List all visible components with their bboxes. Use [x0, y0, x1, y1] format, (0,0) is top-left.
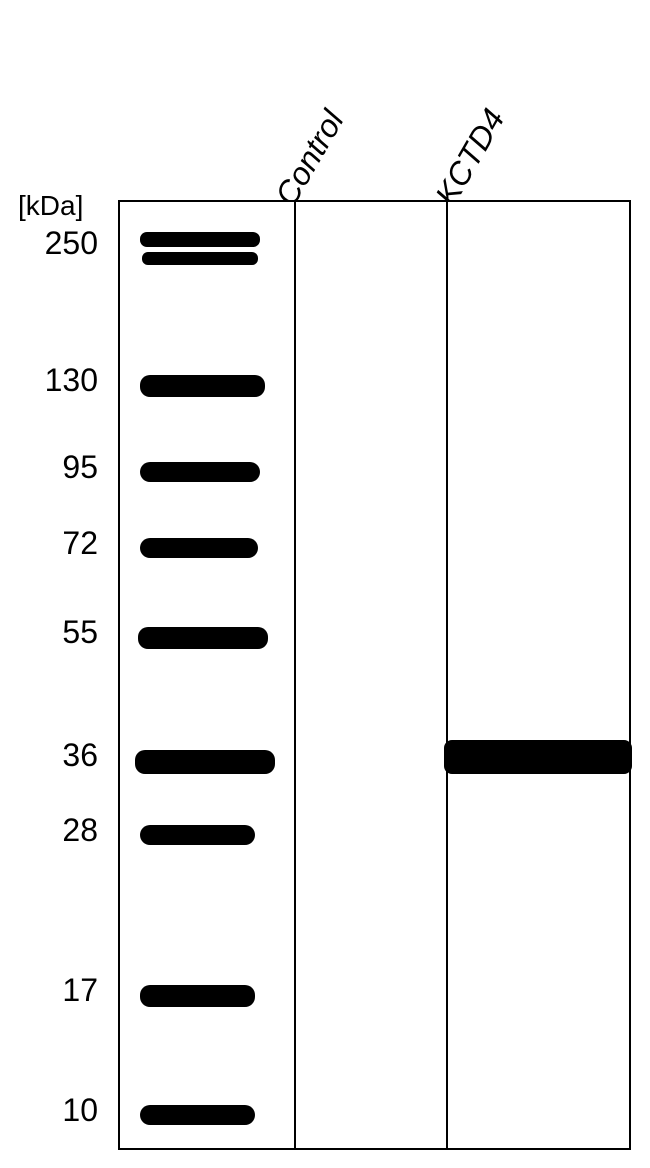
marker-band-250: [140, 232, 260, 247]
gel-frame: [118, 200, 631, 1150]
mw-label-130: 130: [18, 362, 98, 399]
lane-label-kctd4: KCTD4: [428, 103, 512, 212]
mw-label-95: 95: [18, 449, 98, 486]
marker-band-130: [140, 375, 265, 397]
marker-band-36: [135, 750, 275, 774]
lane-divider-1: [294, 202, 296, 1148]
western-blot-figure: [kDa] 250 130 95 72 55 36 28 17 10 Contr…: [0, 0, 650, 1168]
mw-label-10: 10: [18, 1092, 98, 1129]
marker-band-95: [140, 462, 260, 482]
mw-label-72: 72: [18, 525, 98, 562]
marker-band-55: [138, 627, 268, 649]
mw-label-36: 36: [18, 737, 98, 774]
mw-label-55: 55: [18, 614, 98, 651]
sample-band-kctd4-36: [444, 740, 632, 774]
marker-band-250b: [142, 252, 258, 265]
lane-label-control: Control: [268, 104, 352, 212]
axis-unit-label: [kDa]: [18, 190, 83, 222]
mw-label-250: 250: [18, 225, 98, 262]
mw-label-17: 17: [18, 972, 98, 1009]
marker-band-10: [140, 1105, 255, 1125]
marker-band-17: [140, 985, 255, 1007]
lane-divider-2: [446, 202, 448, 1148]
marker-band-72: [140, 538, 258, 558]
mw-label-28: 28: [18, 812, 98, 849]
marker-band-28: [140, 825, 255, 845]
